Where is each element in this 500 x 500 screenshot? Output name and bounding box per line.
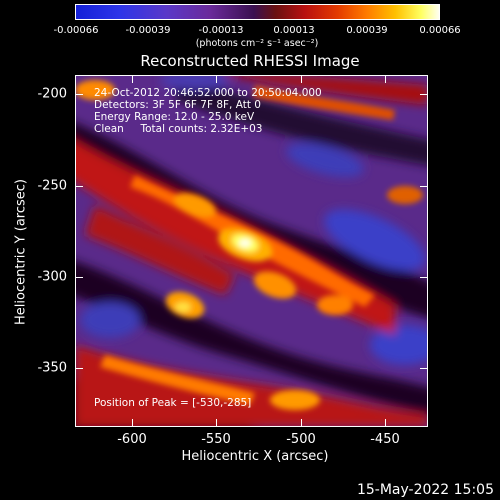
x-axis-label: Heliocentric X (arcsec) [181, 449, 329, 464]
y-tickmark [75, 277, 83, 278]
y-axis-label: Heliocentric Y (arcsec) [13, 179, 29, 325]
colorbar-tick: -0.00013 [198, 25, 244, 36]
x-tick-label: -500 [286, 432, 316, 447]
rhessi-image-canvas [75, 75, 428, 427]
x-tickmark [132, 419, 133, 427]
x-tickmark [216, 419, 217, 427]
y-tickmark [420, 186, 428, 187]
colorbar-tick: 0.00066 [419, 25, 461, 36]
colorbar [75, 4, 440, 20]
y-tickmark [420, 94, 428, 95]
image-title: Reconstructed RHESSI Image [140, 52, 360, 70]
y-tickmark [75, 94, 83, 95]
y-tickmark [75, 186, 83, 187]
y-tick-label: -250 [37, 178, 67, 194]
y-tickmark [420, 277, 428, 278]
x-tick-label: -600 [117, 432, 147, 447]
x-tickmark [301, 419, 302, 427]
colorbar-tick: -0.00039 [125, 25, 171, 36]
colorbar-tick: 0.00013 [273, 25, 315, 36]
y-tick-label: -350 [37, 360, 67, 376]
x-tick-label: -450 [370, 432, 400, 447]
y-tickmark [75, 368, 83, 369]
info-detectors: Detectors: 3F 5F 6F 7F 8F, Att 0 [94, 99, 261, 111]
y-tick-label: -300 [37, 269, 67, 285]
info-energy-range: Energy Range: 12.0 - 25.0 keV [94, 111, 255, 123]
rhessi-image [75, 75, 428, 427]
peak-position-label: Position of Peak = [-530,-285] [94, 397, 252, 409]
x-tick-label: -550 [201, 432, 231, 447]
x-tickmark [132, 75, 133, 83]
colorbar-tick: -0.00066 [53, 25, 99, 36]
colorbar-unit-label: (photons cm⁻² s⁻¹ asec⁻²) [195, 38, 319, 49]
y-tick-label: -200 [37, 86, 67, 102]
info-clean-counts: Clean Total counts: 2.32E+03 [94, 123, 263, 135]
info-time-range: 24-Oct-2012 20:46:52.000 to 20:50:04.000 [94, 87, 322, 99]
x-tickmark [385, 75, 386, 83]
y-tickmark [420, 368, 428, 369]
x-tickmark [301, 75, 302, 83]
x-tickmark [385, 419, 386, 427]
plot-timestamp: 15-May-2022 15:05 [356, 482, 494, 498]
colorbar-tick: 0.00039 [346, 25, 388, 36]
x-tickmark [216, 75, 217, 83]
